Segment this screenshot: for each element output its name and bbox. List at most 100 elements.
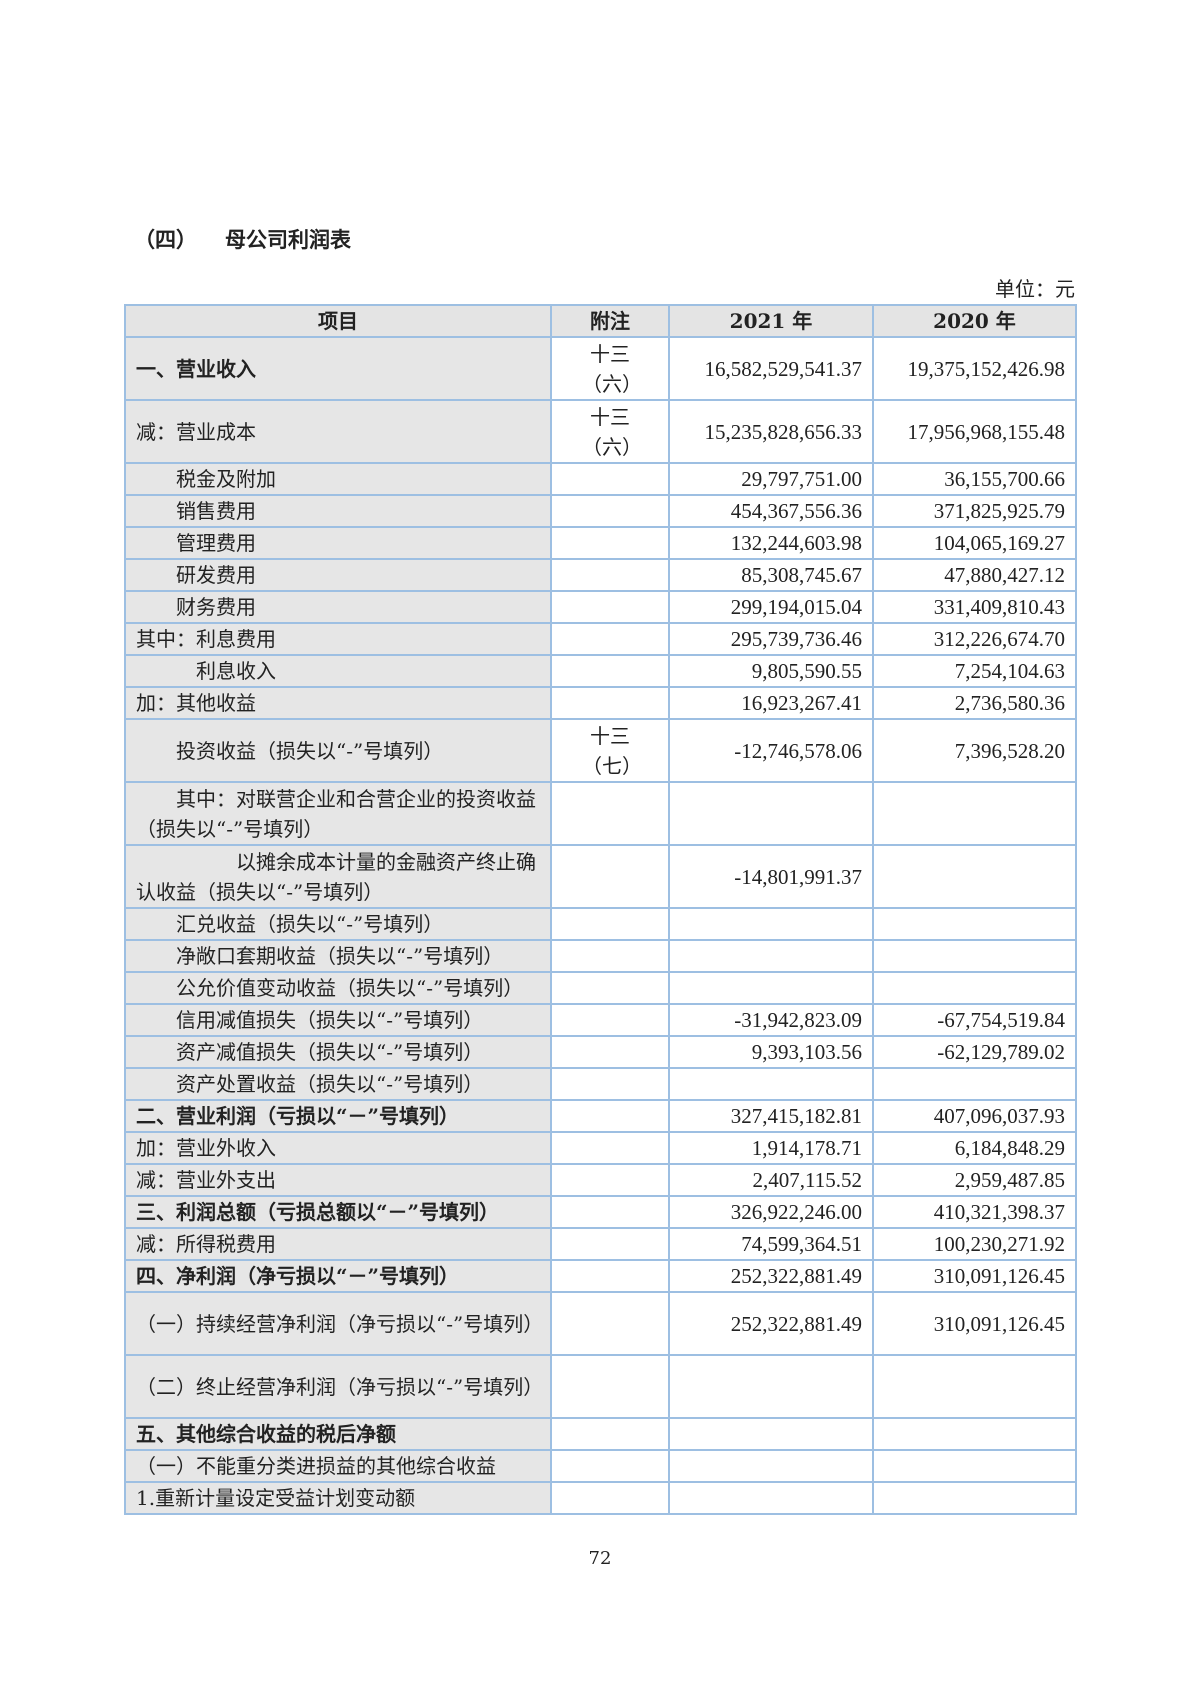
page-number: 72 bbox=[588, 1548, 612, 1569]
row-value-2020 bbox=[872, 1481, 1077, 1515]
table-row: 资产处置收益（损失以“-”号填列） bbox=[124, 1067, 1077, 1101]
row-note bbox=[550, 654, 670, 688]
table-row: 减：所得税费用 74,599,364.51 100,230,271.92 bbox=[124, 1227, 1077, 1261]
row-value-2021: 295,739,736.46 bbox=[668, 622, 874, 656]
row-note bbox=[550, 907, 670, 941]
row-value-2021: 326,922,246.00 bbox=[668, 1195, 874, 1229]
table-row: （一）不能重分类进损益的其他综合收益 bbox=[124, 1449, 1077, 1483]
section-title: 母公司利润表 bbox=[225, 227, 351, 252]
row-value-2021: 16,923,267.41 bbox=[668, 686, 874, 720]
row-value-2021: 9,805,590.55 bbox=[668, 654, 874, 688]
row-value-2020 bbox=[872, 907, 1077, 941]
row-value-2020 bbox=[872, 939, 1077, 973]
row-value-2021 bbox=[668, 1067, 874, 1101]
row-note bbox=[550, 494, 670, 528]
row-value-2021 bbox=[668, 1481, 874, 1515]
row-value-2020 bbox=[872, 781, 1077, 846]
table-row: 其中：对联营企业和合营企业的投资收益（损失以“-”号填列） bbox=[124, 781, 1077, 846]
row-note bbox=[550, 971, 670, 1005]
row-value-2020: 371,825,925.79 bbox=[872, 494, 1077, 528]
row-value-2020 bbox=[872, 1354, 1077, 1419]
table-row: 其中：利息费用 295,739,736.46 312,226,674.70 bbox=[124, 622, 1077, 656]
row-value-2021 bbox=[668, 907, 874, 941]
table-row: 销售费用 454,367,556.36 371,825,925.79 bbox=[124, 494, 1077, 528]
table-row: （二）终止经营净利润（净亏损以“-”号填列） bbox=[124, 1354, 1077, 1419]
table-row: 以摊余成本计量的金融资产终止确认收益（损失以“-”号填列） -14,801,991… bbox=[124, 844, 1077, 909]
row-note: 十三（六） bbox=[550, 336, 670, 401]
row-note bbox=[550, 1449, 670, 1483]
row-item: 投资收益（损失以“-”号填列） bbox=[124, 718, 552, 783]
row-note bbox=[550, 526, 670, 560]
row-item: 1.重新计量设定受益计划变动额 bbox=[124, 1481, 552, 1515]
table-row: （一）持续经营净利润（净亏损以“-”号填列） 252,322,881.49 310,… bbox=[124, 1291, 1077, 1356]
row-value-2021: 16,582,529,541.37 bbox=[668, 336, 874, 401]
row-value-2020: 310,091,126.45 bbox=[872, 1259, 1077, 1293]
row-value-2020: -67,754,519.84 bbox=[872, 1003, 1077, 1037]
row-item: 管理费用 bbox=[124, 526, 552, 560]
row-note bbox=[550, 686, 670, 720]
row-value-2021: 29,797,751.00 bbox=[668, 462, 874, 496]
table-row: 五、其他综合收益的税后净额 bbox=[124, 1417, 1077, 1451]
table-row: 税金及附加 29,797,751.00 36,155,700.66 bbox=[124, 462, 1077, 496]
table-header-row: 项目 附注 2021 年 2020 年 bbox=[124, 304, 1077, 338]
row-note bbox=[550, 1067, 670, 1101]
row-note bbox=[550, 1417, 670, 1451]
unit-label: 单位：元 bbox=[995, 277, 1075, 301]
row-value-2020 bbox=[872, 1067, 1077, 1101]
row-item: （一）不能重分类进损益的其他综合收益 bbox=[124, 1449, 552, 1483]
row-note bbox=[550, 1354, 670, 1419]
table-row: 净敞口套期收益（损失以“-”号填列） bbox=[124, 939, 1077, 973]
row-value-2020 bbox=[872, 844, 1077, 909]
row-value-2020 bbox=[872, 971, 1077, 1005]
row-value-2020: 104,065,169.27 bbox=[872, 526, 1077, 560]
row-item: 研发费用 bbox=[124, 558, 552, 592]
table-row: 三、利润总额（亏损总额以“－”号填列） 326,922,246.00 410,321… bbox=[124, 1195, 1077, 1229]
table-row: 利息收入 9,805,590.55 7,254,104.63 bbox=[124, 654, 1077, 688]
row-value-2021 bbox=[668, 939, 874, 973]
row-note bbox=[550, 844, 670, 909]
header-2021: 2021 年 bbox=[668, 304, 874, 338]
row-item: （二）终止经营净利润（净亏损以“-”号填列） bbox=[124, 1354, 552, 1419]
row-note bbox=[550, 781, 670, 846]
row-note bbox=[550, 1163, 670, 1197]
row-item: 一、营业收入 bbox=[124, 336, 552, 401]
row-value-2021: 454,367,556.36 bbox=[668, 494, 874, 528]
row-item: 信用减值损失（损失以“-”号填列） bbox=[124, 1003, 552, 1037]
row-value-2021: -14,801,991.37 bbox=[668, 844, 874, 909]
row-note bbox=[550, 939, 670, 973]
row-value-2021: 299,194,015.04 bbox=[668, 590, 874, 624]
row-value-2020: 410,321,398.37 bbox=[872, 1195, 1077, 1229]
row-note bbox=[550, 1227, 670, 1261]
row-value-2021 bbox=[668, 1417, 874, 1451]
row-item: 减：营业外支出 bbox=[124, 1163, 552, 1197]
table-row: 减：营业外支出 2,407,115.52 2,959,487.85 bbox=[124, 1163, 1077, 1197]
table-row: 四、净利润（净亏损以“－”号填列） 252,322,881.49 310,091,1… bbox=[124, 1259, 1077, 1293]
row-item: 汇兑收益（损失以“-”号填列） bbox=[124, 907, 552, 941]
row-note bbox=[550, 1259, 670, 1293]
header-2020: 2020 年 bbox=[872, 304, 1077, 338]
row-value-2020: 407,096,037.93 bbox=[872, 1099, 1077, 1133]
row-value-2021 bbox=[668, 971, 874, 1005]
table-row: 减：营业成本 十三（六） 15,235,828,656.33 17,956,968,1… bbox=[124, 399, 1077, 464]
row-item: 加：其他收益 bbox=[124, 686, 552, 720]
table-row: 加：其他收益 16,923,267.41 2,736,580.36 bbox=[124, 686, 1077, 720]
table-row: 汇兑收益（损失以“-”号填列） bbox=[124, 907, 1077, 941]
row-value-2020: 7,254,104.63 bbox=[872, 654, 1077, 688]
row-value-2021: 74,599,364.51 bbox=[668, 1227, 874, 1261]
header-note: 附注 bbox=[550, 304, 670, 338]
row-value-2021: 15,235,828,656.33 bbox=[668, 399, 874, 464]
table-row: 资产减值损失（损失以“-”号填列） 9,393,103.56 -62,129,789… bbox=[124, 1035, 1077, 1069]
row-value-2020: 312,226,674.70 bbox=[872, 622, 1077, 656]
row-value-2021: 2,407,115.52 bbox=[668, 1163, 874, 1197]
row-value-2021 bbox=[668, 1449, 874, 1483]
row-value-2021 bbox=[668, 781, 874, 846]
section-number: （四） bbox=[134, 227, 197, 252]
row-value-2021: 85,308,745.67 bbox=[668, 558, 874, 592]
row-note bbox=[550, 1099, 670, 1133]
row-item: 加：营业外收入 bbox=[124, 1131, 552, 1165]
row-value-2021: 132,244,603.98 bbox=[668, 526, 874, 560]
row-value-2020: 2,959,487.85 bbox=[872, 1163, 1077, 1197]
row-item: 资产减值损失（损失以“-”号填列） bbox=[124, 1035, 552, 1069]
row-item: 其中：利息费用 bbox=[124, 622, 552, 656]
row-value-2021: -12,746,578.06 bbox=[668, 718, 874, 783]
